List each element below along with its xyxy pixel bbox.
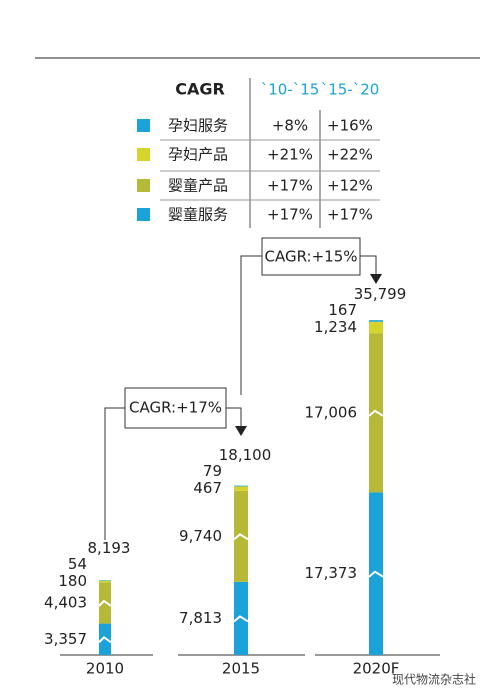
arrowhead: [235, 426, 247, 436]
legend-label: 婴童产品: [168, 177, 228, 195]
value-label: 4,403: [44, 593, 87, 611]
table-cell: +8%: [272, 117, 308, 135]
break-mark: [368, 409, 384, 417]
table-column: `10-`15: [261, 81, 320, 99]
bar-segment: [99, 582, 111, 624]
break-mark: [98, 599, 112, 607]
value-label: 3,357: [44, 630, 87, 648]
table-cell: +22%: [327, 146, 373, 164]
break-mark: [233, 533, 249, 541]
value-label: 167: [328, 301, 357, 319]
table-title: CAGR: [175, 80, 225, 99]
bar-segment: [234, 485, 248, 487]
bar-segment: [234, 486, 248, 491]
value-label: 7,813: [179, 609, 222, 627]
annotation-box: [124, 387, 227, 429]
bar-segment: [99, 623, 111, 655]
table-cell: +17%: [267, 177, 313, 195]
bar-segment: [99, 580, 111, 581]
legend-swatch: [137, 179, 150, 192]
bar-segment: [369, 492, 383, 655]
total-label: 35,799: [354, 285, 407, 303]
annotation: CAGR:+15%: [264, 248, 357, 266]
x-tick-label: 2020F: [353, 660, 400, 678]
table-cell: +17%: [267, 206, 313, 224]
table-cell: +12%: [327, 177, 373, 195]
watermark: 现代物流杂志社: [392, 672, 476, 687]
table-cell: +16%: [327, 117, 373, 135]
connector: [226, 407, 242, 428]
break-mark: [233, 615, 249, 623]
x-tick-label: 2015: [222, 660, 260, 678]
break-mark: [98, 635, 112, 644]
break-mark: [368, 570, 384, 578]
value-label: 54: [68, 555, 87, 573]
value-label: 9,740: [179, 527, 222, 545]
legend-label: 孕妇服务: [168, 117, 228, 135]
bar-segment: [99, 580, 111, 583]
arrowhead: [370, 274, 382, 284]
bar-segment: [234, 581, 248, 655]
total-label: 18,100: [219, 446, 272, 464]
annotation-box: [261, 237, 361, 276]
value-label: 180: [58, 572, 87, 590]
legend-swatch: [137, 208, 150, 221]
table-column: `15-`20: [321, 81, 380, 99]
bar-segment: [369, 321, 383, 334]
bar-segment: [369, 333, 383, 493]
value-label: 467: [193, 479, 222, 497]
connector: [240, 255, 262, 395]
value-label: 79: [203, 462, 222, 480]
value-label: 17,373: [305, 564, 358, 582]
total-label: 8,193: [88, 539, 131, 557]
annotation: CAGR:+17%: [129, 399, 222, 417]
bar-segment: [369, 320, 383, 322]
legend-label: 孕妇产品: [168, 146, 228, 164]
legend-label: 婴童服务: [168, 206, 228, 224]
bar-segment: [234, 490, 248, 582]
x-tick-label: 2010: [86, 660, 124, 678]
value-label: 17,006: [305, 403, 358, 421]
legend-swatch: [137, 148, 150, 161]
legend-swatch: [137, 119, 150, 132]
table-cell: +17%: [327, 206, 373, 224]
table-cell: +21%: [267, 146, 313, 164]
connector: [104, 407, 125, 540]
value-label: 1,234: [314, 318, 357, 336]
connector: [360, 255, 377, 276]
